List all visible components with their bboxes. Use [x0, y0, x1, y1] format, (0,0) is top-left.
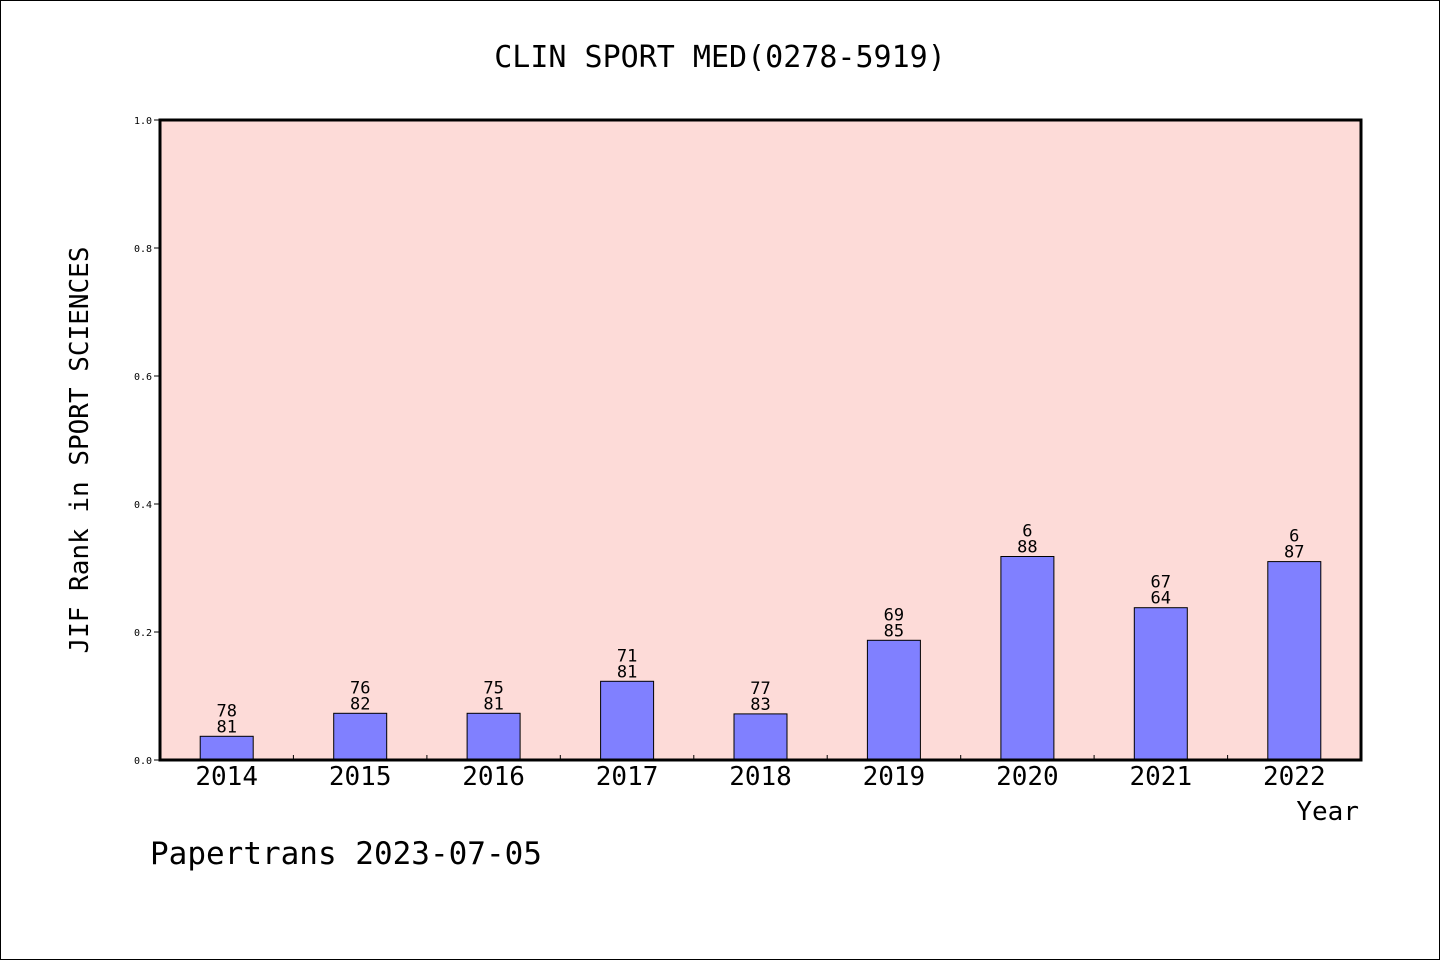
bar-label-bottom-2015: 82 — [350, 694, 370, 714]
bar-label-top-2014: 78 — [216, 701, 236, 721]
bar-label-top-2018: 77 — [750, 679, 770, 699]
bar-label-top-2015: 76 — [350, 678, 370, 698]
bar-2021 — [1133, 607, 1188, 761]
x-tick-label-2017: 2017 — [596, 762, 659, 792]
x-axis-ticks: 2014 2015 2016 2017 2018 2019 2020 2021 2022 — [195, 755, 1326, 792]
bar-2017 — [600, 680, 655, 761]
bars-group — [199, 556, 1322, 761]
x-tick-label-2014: 2014 — [195, 762, 258, 792]
bar-label-bottom-2014: 81 — [216, 717, 236, 737]
bar-label-top-2016: 75 — [483, 678, 503, 698]
chart-title: CLIN SPORT MED(0278-5919) — [494, 40, 946, 75]
bar-label-bottom-2018: 83 — [750, 695, 770, 715]
x-tick-label-2018: 2018 — [729, 762, 792, 792]
x-tick-label-2016: 2016 — [462, 762, 525, 792]
y-axis-ticks: 0.0 0.2 0.4 0.6 0.8 1.0 — [134, 116, 160, 767]
bar-label-bottom-2020: 88 — [1017, 538, 1037, 558]
bar-label-bottom-2019: 85 — [884, 621, 904, 641]
y-tick-label: 0.0 — [134, 756, 152, 767]
bar-2022 — [1267, 561, 1322, 761]
x-tick-label-2015: 2015 — [329, 762, 392, 792]
x-tick-label-2022: 2022 — [1263, 762, 1326, 792]
bar-2014 — [199, 735, 254, 761]
bar-label-top-2017: 71 — [617, 646, 637, 666]
y-tick-label: 0.4 — [134, 500, 152, 511]
bar-label-top-2021: 67 — [1151, 573, 1171, 593]
bar-2018 — [733, 713, 788, 761]
y-axis-label: JIF Rank in SPORT SCIENCES — [65, 247, 95, 654]
x-tick-label-2020: 2020 — [996, 762, 1059, 792]
bar-2019 — [866, 639, 921, 761]
y-tick-label: 0.8 — [134, 244, 152, 255]
bar-2020 — [1000, 556, 1055, 761]
bar-label-bottom-2022: 87 — [1284, 543, 1304, 563]
watermark-text: Papertrans 2023-07-05 — [150, 836, 542, 872]
x-axis-label: Year — [1296, 797, 1359, 827]
bar-label-bottom-2016: 81 — [483, 694, 503, 714]
bar-label-top-2020: 6 — [1022, 522, 1032, 542]
y-tick-label: 0.2 — [134, 628, 152, 639]
bar-label-top-2019: 69 — [884, 605, 904, 625]
y-tick-label: 1.0 — [134, 116, 152, 127]
bar-2015 — [333, 712, 388, 761]
bar-label-bottom-2021: 64 — [1151, 589, 1171, 609]
y-tick-label: 0.6 — [134, 372, 152, 383]
x-tick-label-2021: 2021 — [1129, 762, 1192, 792]
bar-2016 — [466, 712, 521, 761]
x-tick-label-2019: 2019 — [863, 762, 926, 792]
bar-label-bottom-2017: 81 — [617, 662, 637, 682]
bar-label-top-2022: 6 — [1289, 527, 1299, 547]
plot-border — [158, 118, 1363, 762]
